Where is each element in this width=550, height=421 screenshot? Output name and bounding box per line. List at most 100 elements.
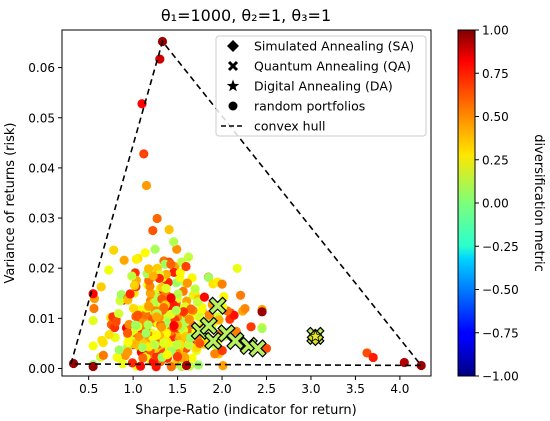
- random-portfolio-point: [161, 283, 171, 294]
- random-portfolio-point: [199, 292, 210, 302]
- random-portfolio-point: [150, 340, 160, 350]
- random-portfolio-point: [130, 320, 141, 330]
- x-tick-label: 1.5: [168, 382, 187, 396]
- random-portfolio-point: [162, 350, 172, 360]
- random-portfolio-point: [125, 289, 135, 299]
- random-portfolio-point: [166, 293, 176, 303]
- random-portfolio-point: [111, 317, 121, 327]
- random-portfolio-point: [183, 252, 194, 262]
- random-portfolio-point: [173, 289, 183, 299]
- random-portfolio-point: [150, 244, 160, 254]
- random-portfolio-point: [195, 338, 205, 349]
- qa-marker: [203, 331, 223, 351]
- random-portfolio-point: [127, 271, 137, 281]
- colorbar-tick-label: −0.75: [482, 326, 519, 340]
- plot-frame: [61, 29, 432, 377]
- random-portfolio-point: [112, 352, 122, 363]
- random-portfolio-point: [141, 180, 152, 191]
- random-portfolio-point: [89, 303, 99, 314]
- qa-marker: [199, 316, 218, 336]
- random-portfolio-point: [98, 350, 108, 360]
- random-portfolio-point: [143, 320, 153, 330]
- random-portfolio-point: [97, 335, 107, 345]
- colorbar-tick-label: 1.00: [482, 24, 509, 38]
- legend-qa-label: Quantum Annealing (QA): [254, 59, 411, 74]
- colorbar-tick-label: 0.00: [482, 197, 509, 211]
- random-portfolio-point: [143, 264, 154, 274]
- x-tick-label: 4.0: [390, 382, 409, 396]
- random-portfolio-point: [182, 278, 192, 288]
- legend-qa-marker: [227, 60, 239, 72]
- random-portfolio-point: [123, 337, 133, 347]
- convex-hull-line: [70, 39, 423, 367]
- random-portfolio-point: [134, 332, 144, 342]
- random-portfolio-point: [109, 245, 119, 255]
- random-portfolio-point: [88, 315, 98, 326]
- random-portfolio-point: [257, 307, 267, 317]
- random-portfolio-point: [192, 297, 203, 307]
- legend-random-marker: [228, 101, 238, 111]
- chart-title: θ₁=1000, θ₂=1, θ₃=1: [161, 6, 331, 25]
- random-portfolio-point: [172, 244, 182, 254]
- random-portfolio-point: [104, 330, 114, 340]
- random-portfolio-point: [171, 305, 181, 315]
- random-portfolio-point: [151, 330, 162, 340]
- random-portfolio-point: [140, 248, 150, 258]
- random-portfolio-point: [240, 303, 250, 314]
- random-portfolio-point: [186, 304, 196, 314]
- legend-da-label: Digital Annealing (DA): [254, 79, 393, 94]
- random-portfolio-point: [261, 343, 272, 354]
- colorbar-tick-label: 0.25: [482, 153, 509, 167]
- random-portfolio-point: [114, 308, 124, 319]
- random-portfolio-point: [137, 99, 147, 109]
- x-tick-label: 3.5: [346, 382, 365, 396]
- random-portfolio-point: [141, 328, 151, 338]
- random-portfolio-point: [127, 358, 137, 368]
- y-tick-label: 0.05: [28, 111, 55, 125]
- random-portfolio-point: [104, 265, 114, 275]
- random-portfolio-point: [135, 361, 146, 371]
- random-portfolio-point: [148, 271, 158, 281]
- random-portfolio-point: [137, 342, 148, 353]
- colorbar: 1.00 0.75 0.50 0.25 0.00 −0.25 −0.50 −0.75 −1.00…: [457, 24, 546, 384]
- y-tick-label: 0.01: [28, 312, 55, 326]
- random-portfolio-point: [156, 322, 167, 332]
- scatter-points-layer: [68, 36, 426, 372]
- random-portfolio-point: [172, 352, 183, 362]
- random-portfolio-point: [119, 255, 129, 265]
- random-portfolio-point: [129, 280, 140, 291]
- random-portfolio-point: [161, 269, 171, 279]
- random-portfolio-point: [181, 360, 192, 371]
- x-tick-label: 3.0: [301, 382, 320, 396]
- random-portfolio-point: [187, 353, 197, 363]
- random-portfolio-point: [218, 361, 228, 371]
- colorbar-tick-label: 0.50: [482, 110, 509, 124]
- qa-marker: [248, 339, 267, 358]
- legend-hull-label: convex hull: [254, 119, 325, 134]
- random-portfolio-point: [416, 360, 426, 371]
- x-tick-label: 0.5: [79, 382, 98, 396]
- convex-hull-layer: [70, 39, 423, 367]
- random-portfolio-point: [131, 254, 141, 264]
- x-axis-label: Sharpe-Ratio (indicator for return): [135, 403, 357, 418]
- random-portfolio-point: [368, 352, 378, 363]
- y-axis-label: Variance of returns (risk): [3, 122, 18, 283]
- random-portfolio-point: [180, 352, 190, 363]
- colorbar-gradient: [457, 29, 476, 377]
- random-portfolio-point: [190, 284, 200, 294]
- random-portfolio-point: [169, 321, 179, 331]
- y-tick-label: 0.02: [28, 262, 55, 276]
- random-portfolio-point: [210, 349, 220, 359]
- random-portfolio-point: [257, 323, 267, 334]
- y-tick-label: 0.00: [28, 362, 55, 376]
- x-tick-label: 2.5: [257, 382, 276, 396]
- random-portfolio-point: [88, 289, 98, 299]
- random-portfolio-point: [139, 149, 149, 159]
- random-portfolio-point: [88, 341, 98, 351]
- legend-da-marker: [226, 79, 240, 92]
- random-portfolio-point: [123, 347, 133, 357]
- random-portfolio-point: [152, 213, 162, 224]
- y-tick-label: 0.04: [28, 161, 55, 175]
- random-portfolio-point: [114, 345, 124, 355]
- random-portfolio-point: [166, 259, 176, 269]
